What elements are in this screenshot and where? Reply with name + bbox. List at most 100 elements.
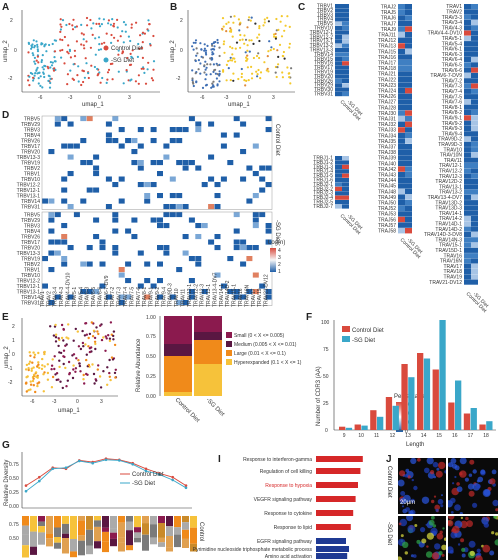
umap-point xyxy=(66,50,69,54)
trav-label: TRAV21-DV12 xyxy=(429,280,462,286)
umap-point xyxy=(274,71,277,74)
panel-g-strip-cell xyxy=(38,532,45,545)
umap-point xyxy=(85,333,89,336)
trav-cell xyxy=(471,168,478,174)
trbj-cell xyxy=(342,182,349,187)
umap-point xyxy=(60,323,64,327)
panel-g-strip-cell xyxy=(174,527,181,535)
panel-d-cell xyxy=(137,182,144,188)
panel-i-bar xyxy=(316,482,358,488)
umap-point xyxy=(75,25,78,28)
umap-point xyxy=(259,77,262,80)
panel-e-ytick: 0.50 xyxy=(146,354,156,360)
micro-cell xyxy=(434,504,440,511)
panel-d-cell xyxy=(227,289,234,295)
panel-c-heatmaps: TRBV1TRBV2TRBV3TRBV4TRBV5TRBV10TRBV12-1T… xyxy=(310,4,490,315)
trav-cell xyxy=(464,67,471,73)
micro-cell xyxy=(454,465,460,471)
trav-cell xyxy=(471,30,478,36)
panel-d-cell xyxy=(240,294,247,300)
umap-point xyxy=(222,69,225,72)
panel-d-cell xyxy=(118,143,125,149)
micro-cell xyxy=(461,553,466,558)
umap-point xyxy=(77,345,81,348)
umap-point xyxy=(146,68,149,71)
trav-cell xyxy=(464,210,471,216)
panel-d-cell xyxy=(137,250,144,256)
trav-cell xyxy=(464,194,471,200)
umap-e-points xyxy=(24,321,118,394)
panel-g-point xyxy=(24,484,28,487)
umap-point xyxy=(119,35,122,38)
panel-d-cell xyxy=(201,289,208,295)
umap-point xyxy=(27,367,30,370)
traj-cell xyxy=(405,228,412,234)
umap-point xyxy=(232,79,235,82)
panel-d-cell xyxy=(265,228,272,234)
panel-d-row-label: TRBV26 xyxy=(21,234,40,240)
panel-letter-b: B xyxy=(170,2,178,13)
trbj-cell xyxy=(342,160,349,165)
umap-point xyxy=(247,79,250,82)
trav-cell xyxy=(471,157,478,163)
umap-point xyxy=(266,16,269,19)
panel-d-row-label: TRBV2 xyxy=(24,166,40,172)
micro-cell xyxy=(476,483,481,489)
umap-point xyxy=(54,340,58,343)
umap-point xyxy=(149,44,152,47)
panel-g-strip-cell xyxy=(182,529,189,539)
umap-point xyxy=(82,38,85,41)
trav-cell xyxy=(464,115,471,121)
umap-point xyxy=(246,66,249,69)
panel-d-cell xyxy=(131,138,138,144)
umap-point xyxy=(68,373,71,376)
micro-cell xyxy=(441,494,443,497)
traj-cell xyxy=(405,149,412,155)
umap-point xyxy=(73,49,76,52)
panel-d-cell xyxy=(182,250,189,256)
umap-point xyxy=(106,366,109,369)
umap-point xyxy=(141,46,144,50)
traj-cell xyxy=(398,99,405,105)
umap-point xyxy=(85,372,88,376)
umap-point xyxy=(112,22,116,25)
panel-f-bars xyxy=(339,320,493,430)
traj-cell xyxy=(398,177,405,183)
umap-point xyxy=(49,61,53,64)
panel-g-strip-cell xyxy=(94,526,101,542)
panel-d-cell xyxy=(240,239,247,245)
panel-g-strip-cell xyxy=(118,542,125,552)
umap-point xyxy=(107,22,110,25)
umap-point xyxy=(54,39,58,42)
umap-point xyxy=(87,76,90,80)
micro-cell xyxy=(464,477,469,482)
umap-point xyxy=(37,82,40,85)
umap-point xyxy=(192,82,195,85)
umap-point xyxy=(199,72,202,75)
umap-point xyxy=(59,18,62,21)
umap-point xyxy=(106,78,109,81)
micro-sg-right-art xyxy=(448,516,498,560)
panel-g-strip-cell xyxy=(126,516,133,522)
micro-cell xyxy=(444,470,446,474)
trav-cell xyxy=(464,30,471,36)
panel-g-strip-cell xyxy=(94,541,101,549)
panel-g-strip-cell xyxy=(166,536,173,548)
micro-cell xyxy=(489,550,495,556)
panel-e-stacks xyxy=(164,316,222,396)
umap-point xyxy=(41,66,44,69)
trav-label: TRAV14D-2 xyxy=(435,227,462,233)
panel-d-cell xyxy=(67,121,74,127)
micro-label-control: Control Diet xyxy=(386,466,392,498)
traj-cell xyxy=(398,172,405,178)
panel-e-stack-segment xyxy=(194,340,222,364)
panel-d-cell xyxy=(188,256,195,262)
micro-cell xyxy=(437,498,444,505)
trbv-cell xyxy=(342,26,349,31)
panel-d-cell xyxy=(252,171,259,177)
micro-cell xyxy=(459,512,463,514)
panel-g-strip-cell xyxy=(86,545,93,555)
umap-point xyxy=(72,63,75,66)
panel-i-bar xyxy=(316,456,363,462)
traj-label: TRAJ53 xyxy=(378,212,396,218)
